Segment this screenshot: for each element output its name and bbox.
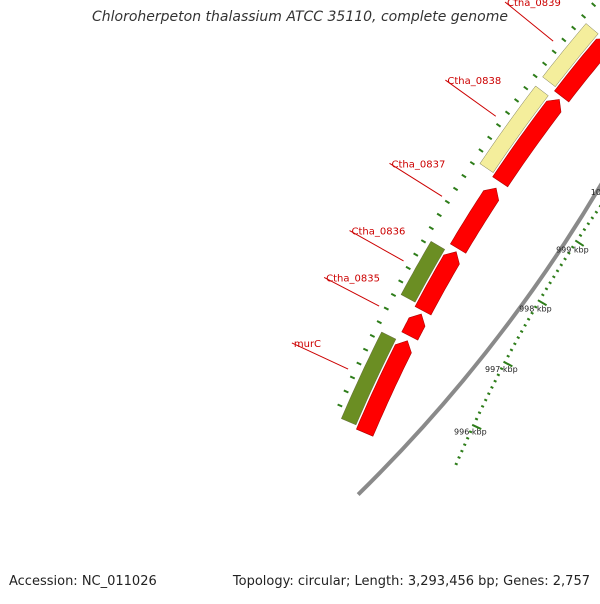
scale-tick-label: 998 kbp	[519, 304, 552, 313]
outer-tick	[363, 349, 367, 351]
outer-tick	[572, 26, 576, 29]
scale-minor-tick	[463, 444, 466, 445]
outer-tick	[462, 175, 466, 178]
outer-tick	[488, 136, 492, 139]
scale-tick-label: 996 kbp	[454, 428, 487, 437]
outer-tick	[533, 74, 537, 77]
outer-tick	[445, 201, 449, 204]
scale-tick-label: 997 kbp	[485, 365, 518, 374]
outer-tick	[552, 50, 556, 53]
genome-summary-text: Topology: circular; Length: 3,293,456 bp…	[233, 574, 590, 589]
outer-tick	[370, 335, 374, 337]
scale-minor-tick	[524, 325, 527, 326]
scale-minor-tick	[514, 343, 517, 344]
scale-minor-tick	[520, 331, 523, 332]
scale-minor-tick	[494, 380, 497, 381]
outer-tick	[543, 62, 547, 65]
outer-tick	[479, 149, 483, 152]
outer-tick	[344, 390, 349, 392]
scale-tick-label: 999 kbp	[556, 245, 589, 254]
scale-minor-tick	[487, 393, 490, 394]
scale-minor-tick	[478, 412, 481, 413]
outer-tick	[515, 99, 519, 102]
scale-minor-tick	[484, 399, 487, 400]
outer-tick	[384, 307, 388, 309]
scale-minor-tick	[564, 258, 567, 260]
gene-label: Ctha_0835	[326, 273, 380, 284]
outer-tick	[496, 124, 500, 127]
outer-tick	[338, 405, 343, 407]
gene-label: Ctha_0836	[352, 227, 406, 238]
cds-arrow	[450, 188, 498, 253]
scale-minor-tick	[587, 223, 589, 225]
scale-minor-tick	[455, 463, 458, 464]
scale-minor-tick	[583, 229, 585, 231]
scale-minor-tick	[579, 235, 581, 237]
outer-tick	[429, 227, 433, 230]
scale-minor-tick	[491, 387, 494, 388]
outer-tick	[350, 376, 355, 378]
scale-minor-tick	[510, 349, 513, 350]
scale-minor-tick	[545, 288, 548, 290]
outer-tick	[470, 162, 474, 165]
scale-minor-tick	[549, 282, 552, 284]
outer-tick	[406, 267, 410, 269]
scale-minor-tick	[542, 294, 545, 296]
accession-text: Accession: NC_011026	[9, 574, 157, 589]
outer-tick	[505, 111, 509, 114]
scale-minor-tick	[458, 457, 461, 458]
scale-minor-tick	[461, 450, 464, 451]
scale-minor-tick	[475, 418, 478, 419]
outer-tick	[421, 240, 425, 243]
scale-minor-tick	[527, 318, 530, 319]
gene-label: Ctha_0839	[507, 0, 561, 9]
outer-tick	[524, 87, 528, 90]
outer-tick	[399, 280, 403, 282]
scale-minor-tick	[481, 406, 484, 407]
scale-minor-tick	[553, 276, 556, 278]
outer-tick	[357, 362, 362, 364]
scale-minor-tick	[595, 211, 597, 213]
scale-minor-tick	[591, 217, 593, 219]
outer-tick	[377, 321, 381, 323]
gene-label: murC	[294, 339, 321, 350]
outer-tick	[453, 188, 457, 191]
scale-minor-tick	[497, 374, 500, 375]
outer-tick	[437, 214, 441, 217]
scale-minor-tick	[556, 270, 559, 272]
cds-arrow	[402, 314, 425, 340]
scale-minor-tick	[466, 438, 469, 439]
scale-tick-label: 1000 kbp	[591, 188, 600, 197]
outer-tick	[562, 38, 566, 41]
gene-label: Ctha_0838	[447, 76, 501, 87]
scale-minor-tick	[507, 355, 510, 356]
genome-title: Chloroherpeton thalassium ATCC 35110, co…	[0, 9, 600, 25]
outer-tick	[391, 294, 395, 296]
outer-tick	[592, 3, 596, 6]
scale-minor-tick	[560, 264, 563, 266]
scale-minor-tick	[517, 337, 520, 338]
outer-tick	[414, 253, 418, 255]
gene-label: Ctha_0837	[392, 159, 446, 170]
